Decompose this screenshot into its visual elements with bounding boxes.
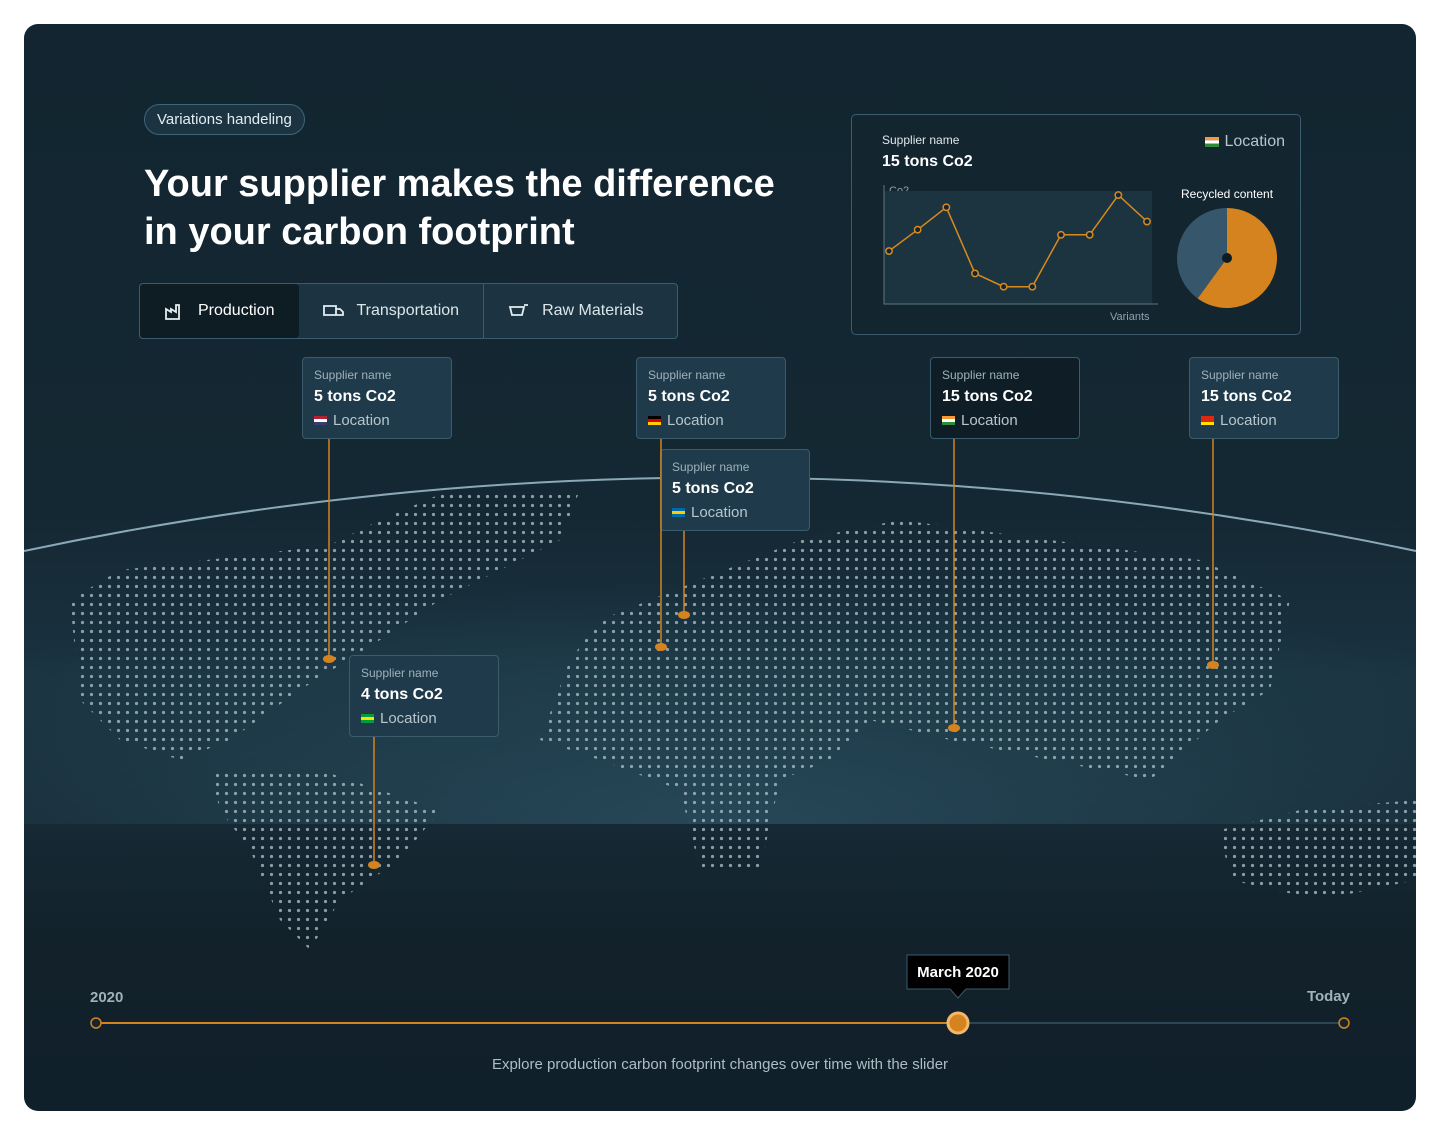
supplier-card: Supplier name 4 tons Co2 Location (349, 655, 499, 737)
location: Location (1201, 412, 1327, 429)
point (1114, 191, 1123, 200)
flag-stripe (648, 422, 661, 425)
supplier-label: Supplier name (942, 368, 1020, 382)
headline: Your supplier makes the difference in yo… (144, 163, 775, 253)
flag (672, 508, 685, 517)
point (1057, 230, 1065, 239)
tab[interactable]: Transportation (299, 284, 484, 338)
pie-center (1222, 253, 1232, 263)
line (888, 193, 1148, 288)
flag-stripe (361, 714, 374, 717)
location-text: Location (1220, 412, 1277, 429)
supplier-label: Supplier name (1201, 368, 1279, 382)
supplier-amount: 15 tons Co2 (882, 153, 973, 170)
hero: Variations handeling Your supplier makes… (24, 24, 1416, 1111)
continents (70, 490, 1416, 950)
point (1028, 282, 1037, 291)
flag-stripe (672, 514, 685, 517)
tab-label: Transportation (356, 302, 460, 319)
flag (942, 416, 955, 425)
flag-stripe (1201, 416, 1214, 419)
point (913, 225, 922, 234)
supplier-amount: 5 tons Co2 (648, 388, 730, 405)
supplier-label: Supplier name (882, 133, 960, 147)
tab-label: Raw Materials (542, 302, 644, 319)
flag-stripe (1201, 422, 1214, 425)
supplier-card: Supplier name 5 tons Co2 Location (660, 449, 810, 531)
icon-shape (322, 305, 344, 316)
flag-stripe (361, 717, 374, 720)
mini-charts (883, 185, 1277, 308)
flag (1204, 137, 1219, 147)
location: Location (942, 412, 1068, 429)
flag-stripe (672, 511, 685, 514)
supplier-card: Supplier name 5 tons Co2 Location (302, 357, 452, 439)
flag (648, 416, 661, 425)
supplier-card: Supplier name 15 tons Co2 Location (930, 357, 1080, 439)
world-map (24, 476, 1416, 950)
flag-stripe (672, 508, 685, 511)
location-text: Location (380, 710, 437, 727)
location-text: Location (961, 412, 1018, 429)
point (1143, 217, 1151, 226)
location: Location (1204, 133, 1286, 151)
tab-icon (165, 304, 180, 320)
supplier-amount: 4 tons Co2 (361, 686, 443, 703)
axes (883, 185, 1158, 305)
supplier-card: Supplier name 15 tons Co2 Location (1189, 357, 1339, 439)
tab-icon (322, 305, 344, 316)
point (885, 247, 893, 256)
tab[interactable]: Raw Materials (483, 284, 667, 338)
location-text: Location (691, 504, 748, 521)
flag-stripe (942, 422, 955, 425)
point (999, 282, 1008, 291)
flag-stripe (942, 419, 955, 422)
icon-shape (508, 304, 529, 316)
badge: Variations handeling (144, 104, 305, 135)
location: Location (361, 710, 487, 727)
supplier-amount: 15 tons Co2 (942, 388, 1033, 405)
flag (1201, 416, 1214, 425)
point (942, 203, 951, 212)
tab-bar: Production Transportation Raw Materials (139, 283, 678, 339)
supplier-amount: 5 tons Co2 (672, 480, 754, 497)
flag (314, 416, 327, 425)
flag-stripe (314, 422, 327, 425)
supplier-label: Supplier name (361, 666, 439, 680)
pie-slice (1177, 208, 1227, 299)
flag-stripe (314, 416, 327, 419)
location-text: Location (667, 412, 724, 429)
supplier-label: Supplier name (672, 460, 750, 474)
summary-card: Supplier name 15 tons Co2 Location Co2 V… (851, 114, 1301, 335)
flag-stripe (942, 416, 955, 419)
tab-icon (508, 304, 529, 316)
location: Location (648, 412, 774, 429)
flag (361, 714, 374, 723)
location: Location (314, 412, 440, 429)
flag-stripe (648, 416, 661, 419)
point (1085, 230, 1094, 239)
pie-title: Recycled content (1181, 187, 1274, 201)
flag-stripe (1201, 419, 1214, 422)
tab[interactable]: Production (140, 284, 299, 338)
flag-stripe (648, 419, 661, 422)
supplier-label: Supplier name (314, 368, 392, 382)
tab-label: Production (198, 302, 275, 319)
icon-shape (165, 304, 180, 320)
supplier-label: Supplier name (648, 368, 726, 382)
x-axis-label: Variants (1110, 311, 1150, 323)
flag-stripe (314, 419, 327, 422)
supplier-amount: 15 tons Co2 (1201, 388, 1292, 405)
location: Location (672, 504, 798, 521)
point (971, 269, 979, 278)
location-text: Location (1224, 133, 1286, 150)
supplier-card: Supplier name 5 tons Co2 Location (636, 357, 786, 439)
supplier-amount: 5 tons Co2 (314, 388, 396, 405)
flag-stripe (361, 720, 374, 723)
location-text: Location (333, 412, 390, 429)
pie-slice (1197, 208, 1277, 308)
